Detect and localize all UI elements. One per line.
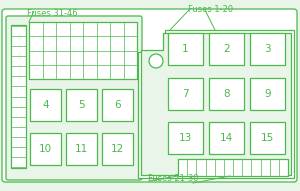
Bar (168, 78, 203, 110)
Circle shape (149, 54, 163, 68)
Bar (66, 89, 97, 121)
Text: 13: 13 (179, 133, 192, 143)
Text: 14: 14 (220, 133, 233, 143)
Bar (250, 33, 285, 65)
Bar (66, 133, 97, 165)
FancyBboxPatch shape (6, 16, 142, 180)
Bar (30, 133, 61, 165)
Bar (102, 133, 133, 165)
Text: 11: 11 (75, 144, 88, 154)
Bar (209, 33, 244, 65)
Text: 10: 10 (39, 144, 52, 154)
Bar (250, 122, 285, 154)
Bar (168, 122, 203, 154)
Bar (102, 89, 133, 121)
Text: Fuses 31-46: Fuses 31-46 (27, 9, 78, 18)
Bar (8, 18, 140, 178)
Text: 9: 9 (264, 89, 271, 99)
Polygon shape (141, 33, 291, 175)
Bar (30, 89, 61, 121)
Polygon shape (138, 30, 294, 178)
Text: 4: 4 (42, 100, 49, 110)
Text: 1: 1 (182, 44, 189, 54)
Text: 6: 6 (114, 100, 121, 110)
Bar (209, 78, 244, 110)
Text: 7: 7 (182, 89, 189, 99)
Text: 8: 8 (223, 89, 230, 99)
Bar (11, 25, 26, 168)
Text: 3: 3 (264, 44, 271, 54)
Text: Fuses 1-20: Fuses 1-20 (188, 5, 233, 14)
Text: 15: 15 (261, 133, 274, 143)
Text: Fuses 21-30: Fuses 21-30 (148, 174, 199, 183)
FancyBboxPatch shape (2, 9, 297, 182)
Bar (168, 33, 203, 65)
Bar (29, 22, 137, 79)
Text: 5: 5 (78, 100, 85, 110)
Bar (209, 122, 244, 154)
Text: 2: 2 (223, 44, 230, 54)
Bar (178, 159, 288, 176)
Bar (250, 78, 285, 110)
Text: 12: 12 (111, 144, 124, 154)
